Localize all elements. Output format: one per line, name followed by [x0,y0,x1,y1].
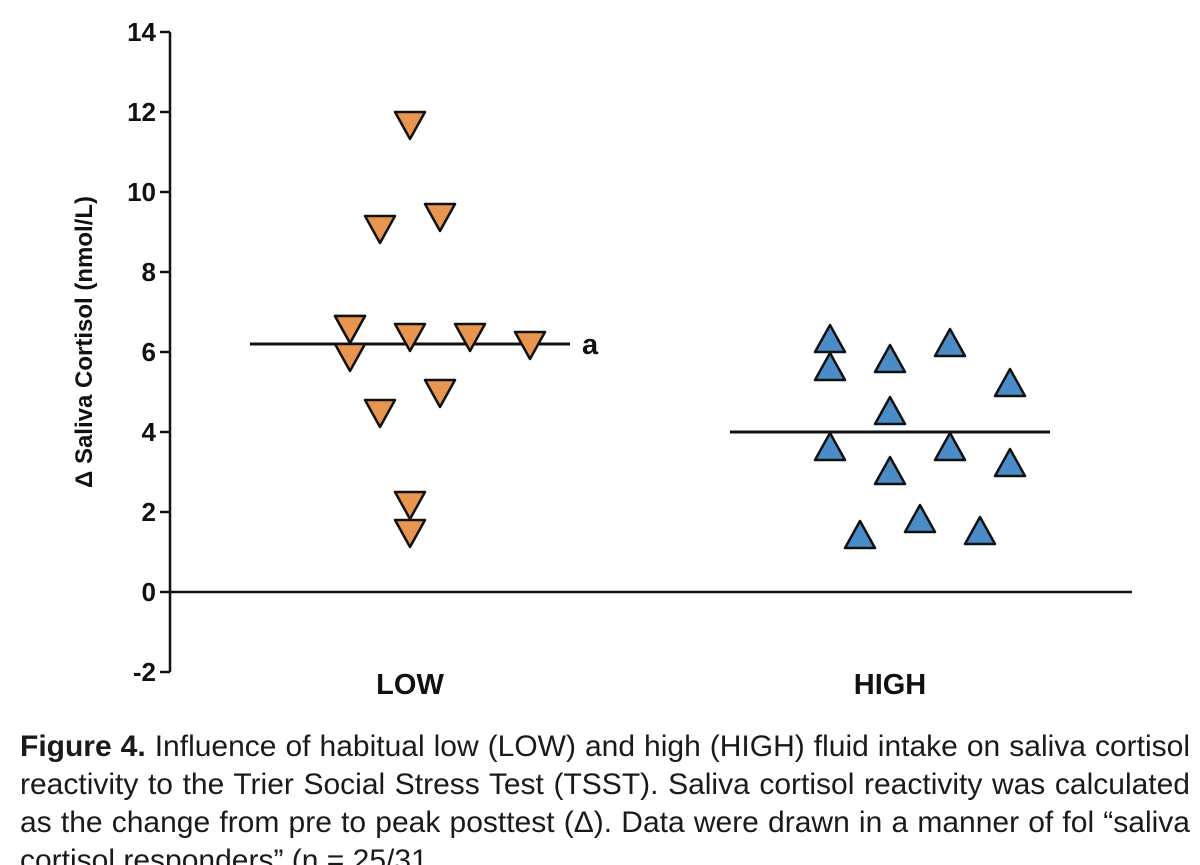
y-tick-label: 4 [142,417,157,447]
y-tick-label: 8 [142,257,156,287]
point-high-9 [873,455,907,486]
point-low-11 [393,490,427,521]
point-high-5 [873,395,907,426]
point-low-1 [363,214,397,245]
y-tick-label: 6 [142,337,156,367]
point-low-12 [393,518,427,549]
y-tick-label: -2 [133,657,156,687]
x-category-label: LOW [376,669,444,701]
point-high-10 [843,519,877,550]
y-tick-label: 0 [142,577,156,607]
point-high-3 [933,327,967,358]
point-high-0 [813,323,847,354]
y-tick-label: 14 [127,17,156,47]
point-low-5 [333,314,367,345]
y-axis-label: Δ Saliva Cortisol (nmol/L) [71,196,98,488]
significance-annotation: a [582,329,599,361]
point-high-2 [873,343,907,374]
y-tick-label: 2 [142,497,156,527]
caption-label: Figure 4. [20,730,146,763]
point-high-4 [993,367,1027,398]
point-high-8 [993,447,1027,478]
caption-text: Influence of habitual low (LOW) and high… [20,730,1190,865]
point-high-1 [813,351,847,382]
point-low-9 [363,398,397,429]
scatter-chart: -2 0 2 4 6 8 10 12 14 Δ Saliva Cortisol (nmol/L) L… [71,17,1132,701]
y-tick-label: 10 [127,177,156,207]
point-low-3 [333,342,367,373]
x-category-label: HIGH [854,669,927,701]
point-low-2 [423,202,457,233]
point-high-6 [813,431,847,462]
figure-caption: Figure 4. Influence of habitual low (LOW… [20,728,1190,865]
point-low-0 [393,110,427,141]
point-high-12 [963,515,997,546]
point-low-8 [513,330,547,361]
point-low-6 [393,322,427,353]
point-high-11 [903,503,937,534]
point-low-7 [453,322,487,353]
point-high-7 [933,431,967,462]
y-tick-label: 12 [127,97,156,127]
point-low-10 [423,378,457,409]
